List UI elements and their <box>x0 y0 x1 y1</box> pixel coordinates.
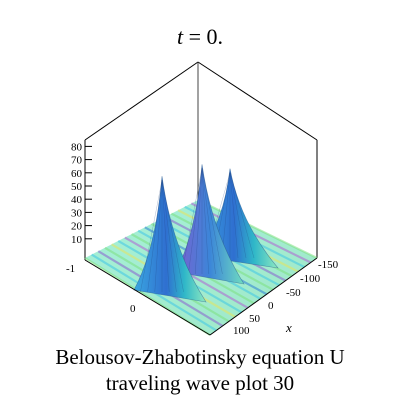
peak-mesh-line <box>194 168 203 275</box>
peak-mesh-line <box>161 180 184 293</box>
z-tick-label: 20 <box>71 221 83 233</box>
y-tick-label: -1 <box>66 263 75 275</box>
x-tick-label: -100 <box>300 273 321 285</box>
z-tick-label: 50 <box>71 181 83 193</box>
peak-mesh-line <box>229 172 255 259</box>
peak-mesh-line <box>229 172 247 259</box>
x-tick-label: 100 <box>233 325 250 337</box>
y-tick-label: 0 <box>130 303 136 315</box>
peak-mesh-line <box>140 180 163 293</box>
surface-peaks <box>133 164 279 303</box>
surface-peak <box>175 164 245 285</box>
z-tick-label: 60 <box>71 168 83 180</box>
ripple-stripe <box>197 199 318 259</box>
peak-mesh-line <box>147 180 163 293</box>
z-tick-label: 10 <box>71 234 83 246</box>
caption-line-2: traveling wave plot 30 <box>105 371 295 395</box>
x-tick-label: 0 <box>268 300 274 312</box>
caption-line-1: Belousov-Zhabotinsky equation U <box>55 345 345 369</box>
title-value: = 0. <box>183 24 224 49</box>
peak-mesh-line <box>229 172 239 259</box>
z-tick-label: 80 <box>71 141 83 153</box>
peak-mesh-line <box>161 180 170 293</box>
peak-mesh-line <box>154 180 163 293</box>
z-tick-label: 40 <box>71 194 83 206</box>
plot-title: t = 0. <box>0 24 400 50</box>
title-variable: t <box>176 24 184 49</box>
peak-mesh-line <box>201 168 210 275</box>
peak-mesh-line <box>161 180 177 293</box>
z-tick-label: 70 <box>71 155 83 167</box>
box-front-edges <box>84 257 318 336</box>
x-tick-label: -50 <box>286 287 301 299</box>
z-tick-label: 30 <box>71 207 83 219</box>
peak-mesh-line <box>181 168 203 275</box>
peak-mesh-line <box>201 168 216 275</box>
y-axis: -1 0 <box>66 263 136 315</box>
x-tick-label: -150 <box>318 259 339 271</box>
peak-mesh-line <box>201 168 223 275</box>
surface-peak <box>133 176 207 303</box>
peak-mesh-line <box>188 168 203 275</box>
x-axis-label: x <box>285 320 292 335</box>
x-tick-label: 50 <box>249 313 261 325</box>
